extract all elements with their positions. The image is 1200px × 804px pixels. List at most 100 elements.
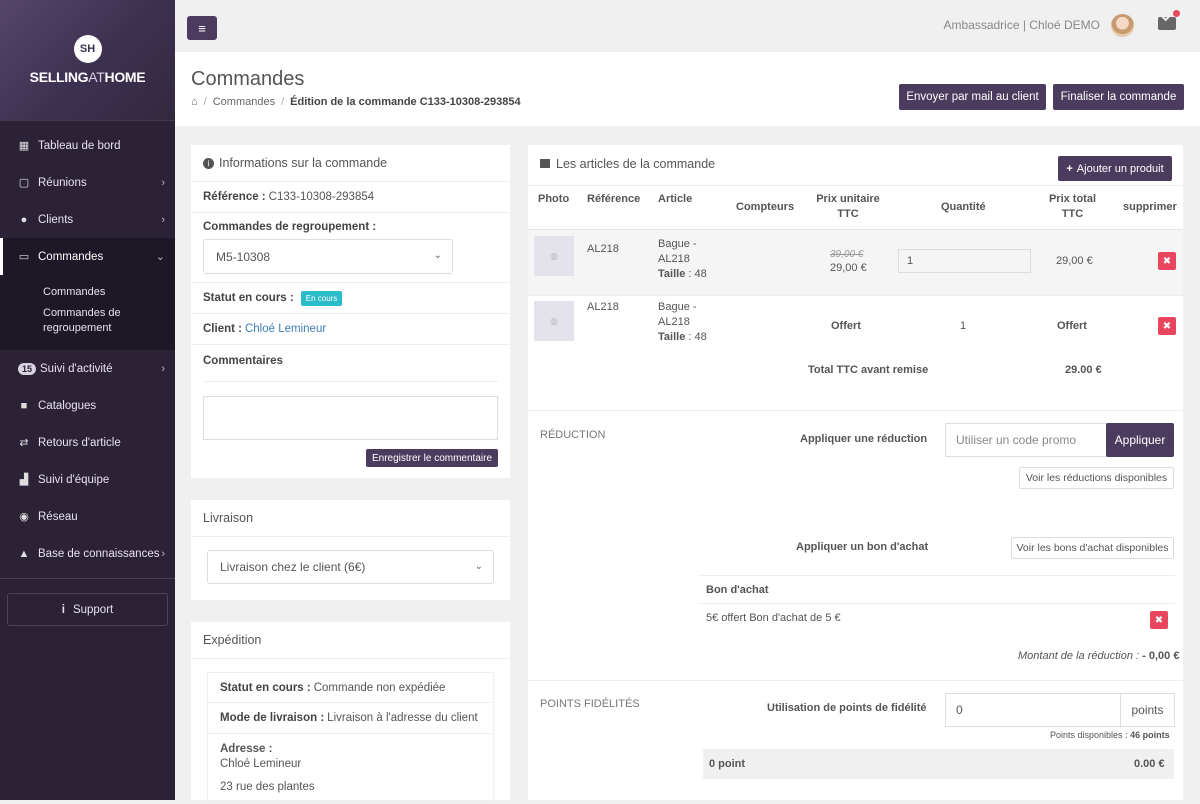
total-label: Total TTC avant remise bbox=[808, 364, 929, 376]
available-points: Points disponibles : 46 points bbox=[1050, 730, 1170, 740]
sidebar-item-orders[interactable]: ▭ Commandes ⌄ bbox=[0, 238, 175, 275]
shipping-title: Expédition bbox=[191, 622, 510, 659]
chevron-down-icon: ⌄ bbox=[474, 561, 483, 572]
row-unit-price: 29,00 € bbox=[830, 262, 867, 274]
sidebar-item-clients[interactable]: ● Clients › bbox=[0, 201, 175, 238]
delivery-panel: Livraison Livraison chez le client (6€) ⌄ bbox=[191, 500, 510, 600]
product-thumbnail[interactable]: ◍ bbox=[534, 236, 574, 276]
chevron-down-icon: ⌄ bbox=[433, 250, 442, 261]
client-link[interactable]: Chloé Lemineur bbox=[244, 323, 327, 335]
comments-textarea[interactable] bbox=[203, 396, 498, 440]
sidebar-item-catalogs[interactable]: ■ Catalogues bbox=[0, 387, 175, 424]
avatar[interactable] bbox=[1109, 12, 1136, 39]
row-old-price: 39,00 € bbox=[830, 249, 864, 260]
col-quantity: Quantité bbox=[941, 201, 986, 213]
activity-badge: 15 bbox=[18, 362, 37, 375]
breadcrumb: ⌂ / Commandes / Édition de la commande C133-… bbox=[191, 96, 521, 108]
row-article: Bague - AL218 Taille : 48 bbox=[658, 238, 707, 280]
send-mail-button[interactable]: Envoyer par mail au client bbox=[899, 84, 1046, 110]
reference-value: C133-10308-293854 bbox=[268, 191, 375, 203]
col-article: Article bbox=[658, 193, 693, 205]
page-title: Commandes bbox=[191, 68, 305, 90]
chevron-right-icon: › bbox=[161, 176, 165, 189]
grouping-label: Commandes de regroupement : bbox=[203, 221, 377, 233]
breadcrumb-orders[interactable]: Commandes bbox=[212, 96, 276, 108]
submenu-item-grouped-orders[interactable]: Commandes de regroupement bbox=[43, 307, 121, 334]
delete-button[interactable]: ✖ bbox=[1158, 317, 1176, 335]
delete-button[interactable]: ✖ bbox=[1158, 252, 1176, 270]
order-info-panel: i Informations sur la commande Référence … bbox=[191, 145, 510, 478]
client-row: Client : Chloé Lemineur bbox=[191, 314, 510, 345]
notification-dot bbox=[1173, 10, 1180, 17]
row-unit-price: Offert bbox=[831, 320, 861, 332]
reduction-section-label: RÉDUCTION bbox=[540, 429, 606, 441]
sidebar-item-returns[interactable]: ⇄ Retours d'article bbox=[19, 436, 121, 449]
shipping-details: Statut en cours : Commande non expédiée M… bbox=[207, 672, 494, 804]
save-comment-button[interactable]: Enregistrer le commentaire bbox=[366, 449, 498, 467]
user-name[interactable]: Ambassadrice | Chloé DEMO bbox=[943, 18, 1100, 32]
support-button[interactable]: i Support bbox=[7, 593, 168, 626]
add-product-button[interactable]: + Ajouter un produit bbox=[1058, 156, 1172, 181]
globe-icon: ◉ bbox=[19, 510, 29, 523]
delivery-title: Livraison bbox=[191, 500, 510, 537]
archive-icon bbox=[540, 159, 550, 168]
info-circle-icon: i bbox=[203, 157, 214, 169]
logo[interactable]: SH SELLINGATHOME bbox=[0, 0, 175, 121]
total-value: 29.00 € bbox=[1065, 364, 1102, 376]
grouping-row: Commandes de regroupement : M5-10308 ⌄ bbox=[191, 213, 510, 283]
articles-panel: Les articles de la commande + Ajouter un … bbox=[528, 145, 1183, 800]
sidebar-item-dashboard[interactable]: ▦ Tableau de bord bbox=[18, 139, 121, 152]
row-reference: AL218 bbox=[587, 301, 619, 313]
finalize-order-button[interactable]: Finaliser la commande bbox=[1053, 84, 1184, 110]
hamburger-icon: ≡ bbox=[198, 20, 206, 36]
row-quantity: 1 bbox=[960, 320, 967, 332]
sidebar-item-network[interactable]: ◉ Réseau bbox=[19, 510, 78, 523]
close-icon: ✖ bbox=[1162, 255, 1172, 267]
submenu-item-orders[interactable]: Commandes bbox=[43, 286, 106, 298]
orders-submenu: Commandes Commandes de regroupement bbox=[0, 275, 175, 350]
voucher-item: 5€ offert Bon d'achat de 5 € bbox=[706, 612, 841, 624]
loyalty-summary-bar bbox=[703, 749, 1174, 779]
reduction-amount: Montant de la réduction : - 0,00 € bbox=[1018, 650, 1180, 662]
grouping-select[interactable]: M5-10308 ⌄ bbox=[203, 239, 453, 274]
col-total-price: Prix total TTC bbox=[1048, 193, 1097, 220]
see-vouchers-button[interactable]: Voir les bons d'achat disponibles bbox=[1011, 537, 1174, 559]
menu-toggle-button[interactable]: ≡ bbox=[187, 16, 217, 40]
col-photo: Photo bbox=[538, 193, 570, 205]
shipping-panel: Expédition Statut en cours : Commande non… bbox=[191, 622, 510, 804]
exchange-icon: ⇄ bbox=[19, 436, 29, 449]
sidebar-item-meetings[interactable]: ▢ Réunions › bbox=[18, 176, 165, 189]
brand-name: SELLINGATHOME bbox=[29, 69, 146, 85]
see-reductions-button[interactable]: Voir les réductions disponibles bbox=[1019, 467, 1174, 489]
order-info-header: i Informations sur la commande bbox=[191, 145, 510, 182]
sidebar-item-activity[interactable]: 15 Suivi d'activité › bbox=[0, 350, 175, 387]
delete-voucher-button[interactable]: ✖ bbox=[1150, 611, 1168, 629]
graduation-icon: ▲ bbox=[18, 547, 30, 560]
apply-reduction-label: Appliquer une réduction bbox=[800, 433, 928, 445]
status-row: Statut en cours : En cours bbox=[191, 283, 510, 314]
shipping-status-row: Statut en cours : Commande non expédiée bbox=[208, 673, 493, 703]
loyalty-points-input[interactable]: 0 bbox=[945, 693, 1121, 727]
home-icon[interactable]: ⌂ bbox=[191, 96, 198, 108]
sidebar: SH SELLINGATHOME ▦ Tableau de bord ▢ Réuni… bbox=[0, 0, 175, 800]
reference-row: Référence : C133-10308-293854 bbox=[191, 182, 510, 213]
calendar-icon: ▢ bbox=[18, 176, 30, 189]
logo-icon: SH bbox=[73, 35, 102, 63]
chevron-right-icon: › bbox=[161, 213, 165, 226]
sidebar-item-team[interactable]: ▟ Suivi d'équipe bbox=[19, 473, 110, 486]
loyalty-points-used: 0 point bbox=[709, 758, 746, 770]
product-thumbnail[interactable]: ◍ bbox=[534, 301, 574, 341]
promo-code-input[interactable]: Utiliser un code promo bbox=[945, 423, 1107, 457]
chevron-down-icon: ⌄ bbox=[155, 251, 165, 263]
delivery-select[interactable]: Livraison chez le client (6€) ⌄ bbox=[207, 550, 494, 584]
sidebar-item-knowledge[interactable]: ▲ Base de connaissances › bbox=[18, 547, 165, 560]
points-unit: points bbox=[1120, 693, 1175, 727]
quantity-input[interactable]: 1 bbox=[898, 249, 1031, 273]
status-badge: En cours bbox=[300, 290, 343, 306]
col-delete: supprimer bbox=[1123, 201, 1177, 213]
col-unit-price: Prix unitaire TTC bbox=[816, 193, 880, 220]
apply-promo-button[interactable]: Appliquer bbox=[1106, 423, 1174, 457]
articles-title: Les articles de la commande bbox=[540, 157, 715, 171]
mail-icon[interactable] bbox=[1158, 17, 1176, 30]
sidebar-divider bbox=[0, 578, 175, 579]
